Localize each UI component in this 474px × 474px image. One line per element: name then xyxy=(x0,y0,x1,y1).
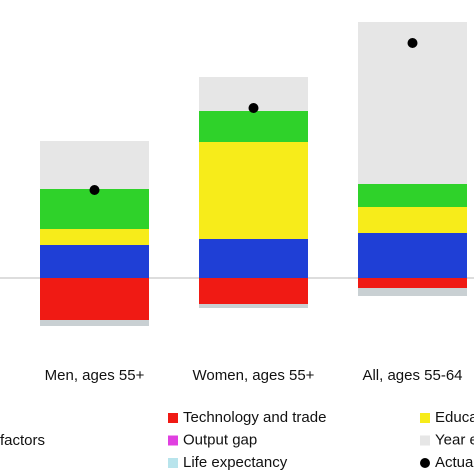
legend-swatch xyxy=(168,413,178,423)
legend-label: Year e xyxy=(435,431,474,448)
bar-segment xyxy=(199,278,308,304)
bar-segment xyxy=(199,142,308,239)
bar-segment xyxy=(358,233,467,278)
bar-segment xyxy=(358,22,467,184)
legend-label: Life expectancy xyxy=(183,454,288,471)
bar-segment xyxy=(40,229,149,245)
actual-dot xyxy=(407,38,418,48)
bar-segment xyxy=(40,141,149,189)
bar-segment xyxy=(40,189,149,229)
actual-dot xyxy=(89,185,100,195)
bar-segment xyxy=(358,207,467,233)
bar-segment xyxy=(199,304,308,308)
legend-swatch xyxy=(168,435,178,446)
x-tick-label: Men, ages 55+ xyxy=(45,367,145,384)
legend-label: Educa xyxy=(435,409,474,426)
bar-segment xyxy=(40,278,149,320)
actual-dot xyxy=(248,103,259,113)
x-tick-label: Women, ages 55+ xyxy=(193,367,315,384)
legend-swatch xyxy=(420,435,430,446)
bar-segment xyxy=(40,245,149,278)
legend-label: Output gap xyxy=(183,431,257,448)
legend-swatch xyxy=(420,413,430,423)
bar-segment xyxy=(358,184,467,207)
legend-label: Actua xyxy=(435,454,474,471)
bar-segment xyxy=(358,288,467,296)
legend-swatch xyxy=(168,458,178,468)
legend-title: factors xyxy=(0,432,45,449)
legend-marker xyxy=(420,458,430,468)
bar-segment xyxy=(199,239,308,278)
bar-segment xyxy=(40,320,149,326)
bar-segment xyxy=(199,111,308,142)
legend-label: Technology and trade xyxy=(183,409,326,426)
x-tick-label: All, ages 55-64 xyxy=(362,367,462,384)
bar-segment xyxy=(358,278,467,288)
